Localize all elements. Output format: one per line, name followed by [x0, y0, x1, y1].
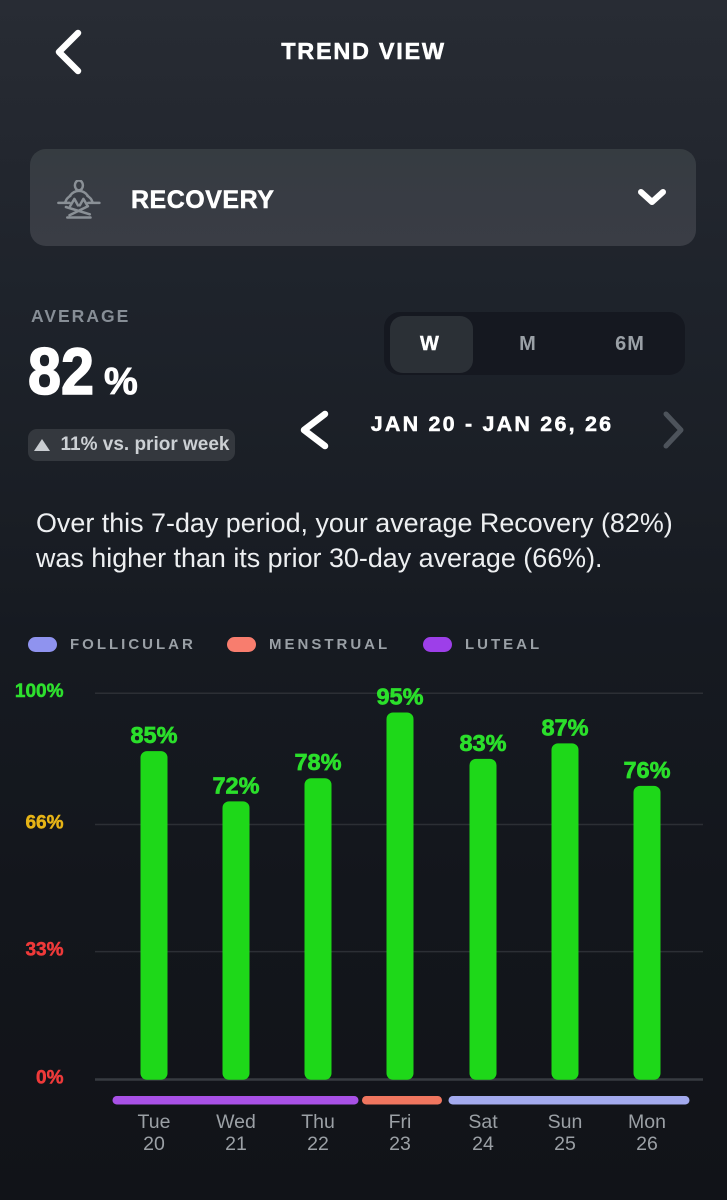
svg-text:66%: 66% [25, 812, 63, 833]
svg-text:Sun: Sun [548, 1111, 583, 1133]
svg-text:85%: 85% [130, 722, 177, 748]
svg-text:Thu: Thu [301, 1111, 335, 1133]
svg-text:33%: 33% [25, 939, 63, 960]
svg-text:Mon: Mon [628, 1111, 666, 1133]
svg-text:21: 21 [225, 1133, 247, 1155]
svg-text:20: 20 [143, 1133, 165, 1155]
svg-text:83%: 83% [459, 730, 506, 756]
svg-text:22: 22 [307, 1133, 329, 1155]
svg-text:Tue: Tue [138, 1111, 171, 1133]
svg-text:26: 26 [636, 1133, 658, 1155]
svg-text:100%: 100% [15, 681, 64, 702]
svg-text:78%: 78% [294, 749, 341, 775]
svg-text:87%: 87% [541, 714, 588, 740]
svg-text:25: 25 [554, 1133, 576, 1155]
svg-text:95%: 95% [376, 684, 423, 710]
svg-text:0%: 0% [36, 1067, 64, 1088]
svg-text:Wed: Wed [216, 1111, 256, 1133]
svg-text:23: 23 [389, 1133, 411, 1155]
svg-text:Sat: Sat [468, 1111, 498, 1133]
svg-text:76%: 76% [623, 757, 670, 783]
svg-text:Fri: Fri [389, 1111, 412, 1133]
svg-text:24: 24 [472, 1133, 494, 1155]
svg-text:72%: 72% [212, 772, 259, 798]
